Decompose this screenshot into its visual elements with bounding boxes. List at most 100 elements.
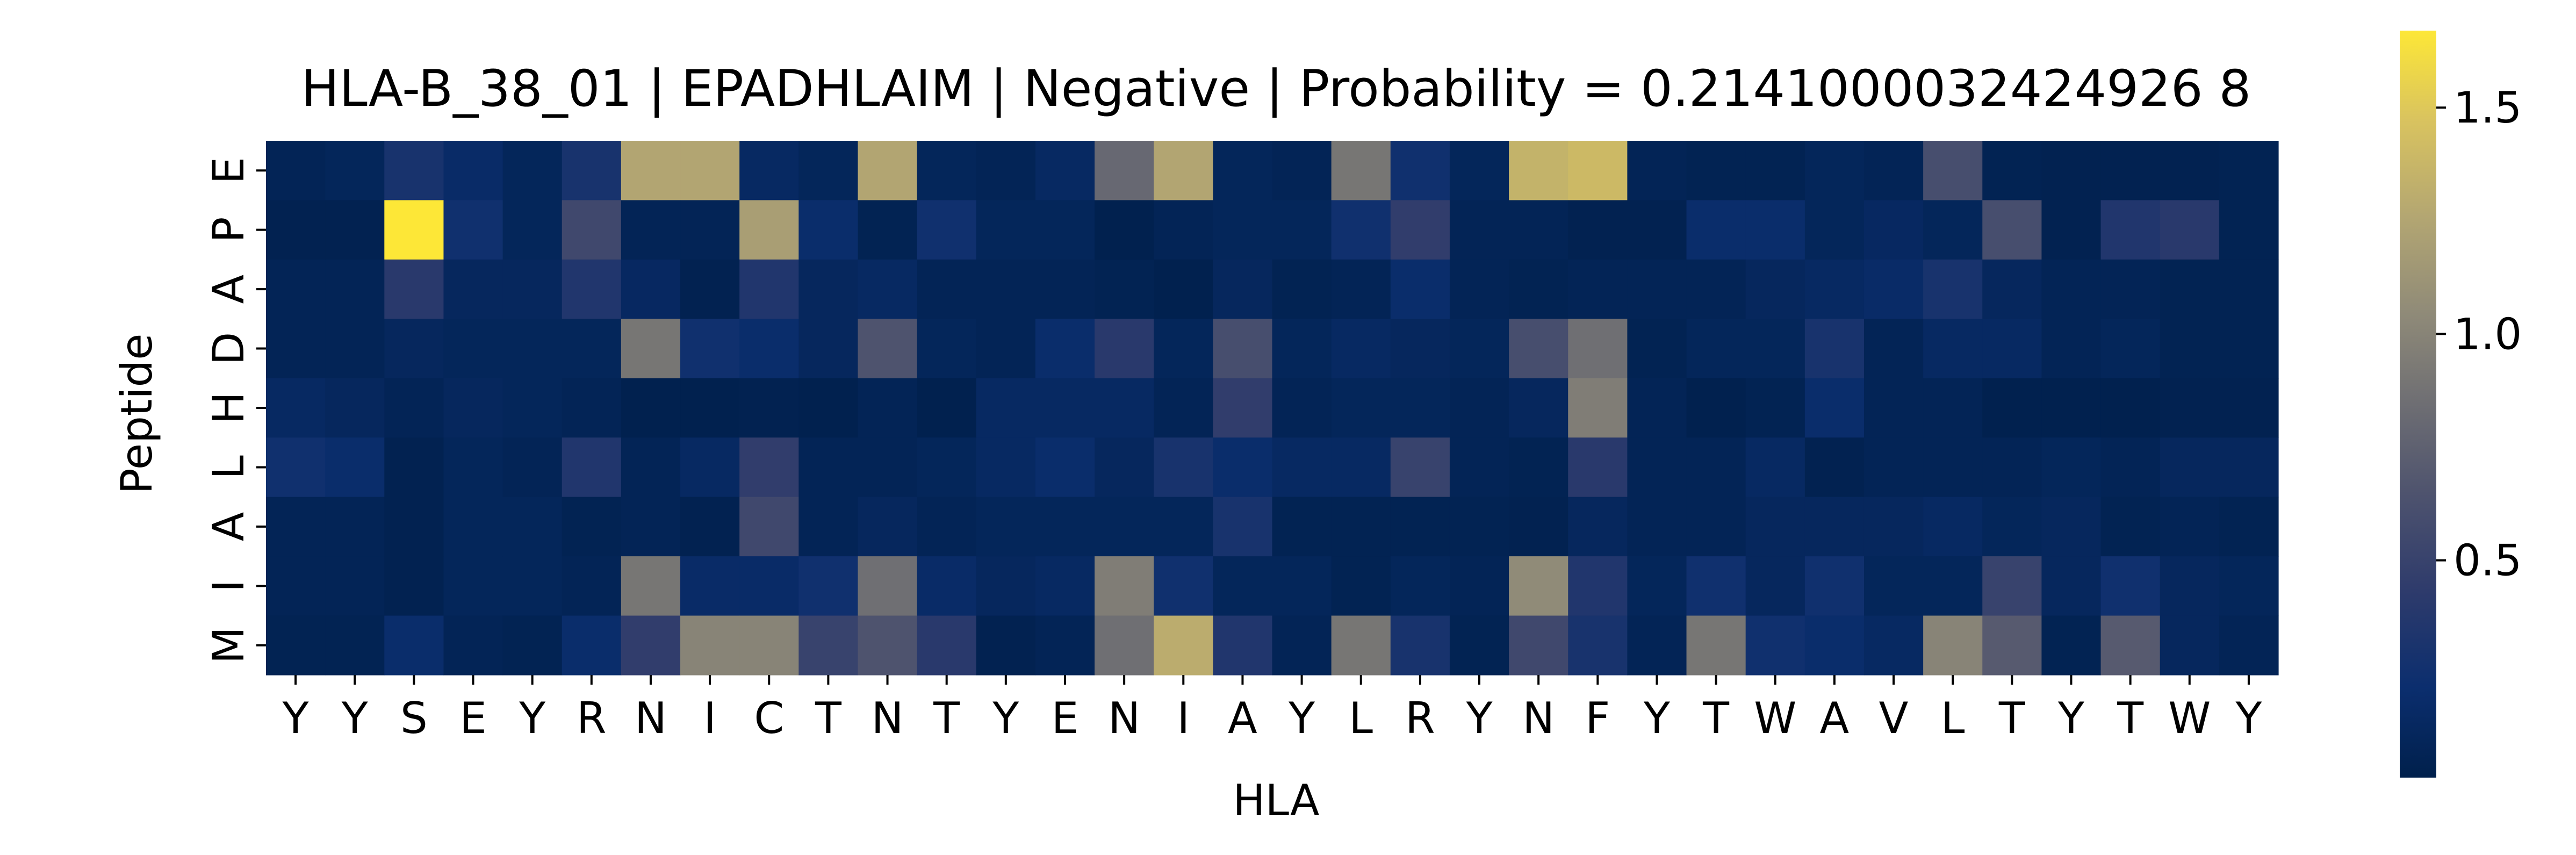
heatmap-cell — [798, 200, 859, 260]
heatmap-cell — [1745, 319, 1805, 379]
heatmap-cell — [858, 437, 918, 498]
heatmap-cell — [1035, 200, 1095, 260]
heatmap-cell — [917, 437, 977, 498]
heatmap-cell — [976, 200, 1036, 260]
heatmap-cell — [798, 319, 859, 379]
x-tick-label: N — [635, 693, 667, 743]
heatmap-cell — [1863, 615, 1924, 676]
heatmap-cell — [1509, 319, 1568, 379]
y-tick-label: M — [204, 627, 254, 664]
heatmap-cell — [1095, 200, 1154, 260]
heatmap-cell — [325, 615, 385, 676]
heatmap-cell — [1686, 378, 1746, 438]
heatmap-cell — [680, 378, 740, 438]
heatmap-cell — [621, 319, 681, 379]
heatmap-cell — [325, 200, 385, 260]
heatmap-cell — [621, 497, 681, 557]
heatmap-cell — [1331, 556, 1391, 616]
heatmap-cell — [1035, 615, 1095, 676]
heatmap-cell — [1627, 378, 1687, 438]
heatmap-cell — [1686, 200, 1746, 260]
heatmap-cell — [1745, 437, 1805, 498]
heatmap-cell — [502, 378, 563, 438]
heatmap-cell — [1390, 378, 1450, 438]
heatmap-cell — [976, 259, 1036, 319]
heatmap-cell — [1923, 259, 1983, 319]
heatmap-cell — [1154, 141, 1213, 201]
heatmap-cell — [798, 556, 859, 616]
heatmap-cell — [1804, 556, 1865, 616]
heatmap-cell — [1686, 556, 1746, 616]
heatmap-cell — [266, 615, 326, 676]
heatmap-cell — [562, 497, 622, 557]
heatmap-cell — [1982, 200, 2042, 260]
colorbar-tick-label: 1.0 — [2453, 309, 2522, 359]
heatmap-cell — [443, 437, 503, 498]
heatmap-cell — [443, 615, 503, 676]
heatmap-cell — [1863, 556, 1924, 616]
heatmap-cell — [2041, 319, 2102, 379]
heatmap-cell — [2160, 497, 2220, 557]
heatmap-cell — [1213, 497, 1273, 557]
heatmap-cell — [2041, 378, 2102, 438]
heatmap-cell — [680, 259, 740, 319]
heatmap-cell — [798, 437, 859, 498]
heatmap-cell — [1627, 556, 1687, 616]
heatmap-cell — [917, 259, 977, 319]
heatmap-cell — [1686, 615, 1746, 676]
colorbar — [2400, 31, 2436, 778]
x-tick-label: W — [1754, 693, 1796, 743]
x-tick-label: Y — [2235, 693, 2262, 743]
heatmap-cell — [680, 556, 740, 616]
heatmap-cell — [384, 437, 444, 498]
x-tick-label: T — [2117, 693, 2144, 743]
heatmap-cell — [1509, 437, 1568, 498]
heatmap-cell — [680, 200, 740, 260]
heatmap-cell — [917, 319, 977, 379]
heatmap-cell — [2160, 615, 2220, 676]
heatmap-cell — [621, 437, 681, 498]
heatmap-cell — [384, 378, 444, 438]
heatmap-cell — [2219, 200, 2279, 260]
heatmap-cell — [739, 141, 799, 201]
heatmap-cell — [1449, 378, 1509, 438]
heatmap-cell — [1863, 437, 1924, 498]
heatmap-cell — [2100, 497, 2161, 557]
heatmap-cell — [1390, 497, 1450, 557]
heatmap-cell — [1213, 259, 1273, 319]
heatmap-cell — [384, 141, 444, 201]
x-axis-label: HLA — [1233, 775, 1320, 825]
heatmap-cell — [1745, 200, 1805, 260]
heatmap-cell — [1804, 319, 1865, 379]
heatmap-cell — [2160, 437, 2220, 498]
heatmap-cell — [1154, 556, 1213, 616]
heatmap-cell — [1745, 497, 1805, 557]
heatmap-cell — [1390, 259, 1450, 319]
heatmap-cell — [1095, 319, 1154, 379]
x-tick-label: N — [872, 693, 904, 743]
heatmap-cell — [798, 497, 859, 557]
x-tick-label: Y — [1643, 693, 1671, 743]
heatmap-cell — [1923, 319, 1983, 379]
heatmap-cell — [1154, 200, 1213, 260]
heatmap-cell — [2100, 556, 2161, 616]
heatmap-cell — [266, 497, 326, 557]
heatmap-cell — [1923, 497, 1983, 557]
x-tick-label: C — [754, 693, 784, 743]
heatmap-cell — [1627, 437, 1687, 498]
heatmap-cell — [1745, 615, 1805, 676]
heatmap-cell — [1095, 141, 1154, 201]
heatmap-cell — [739, 497, 799, 557]
heatmap-cell — [502, 319, 563, 379]
heatmap-cell — [1449, 259, 1509, 319]
heatmap-cell — [976, 319, 1036, 379]
heatmap-cell — [502, 437, 563, 498]
heatmap-cell — [1331, 200, 1391, 260]
heatmap-cell — [1863, 378, 1924, 438]
heatmap-cell — [2041, 497, 2102, 557]
heatmap-cell — [266, 319, 326, 379]
heatmap-cell — [384, 319, 444, 379]
heatmap-cell — [1331, 497, 1391, 557]
x-tick-label: I — [703, 693, 716, 743]
